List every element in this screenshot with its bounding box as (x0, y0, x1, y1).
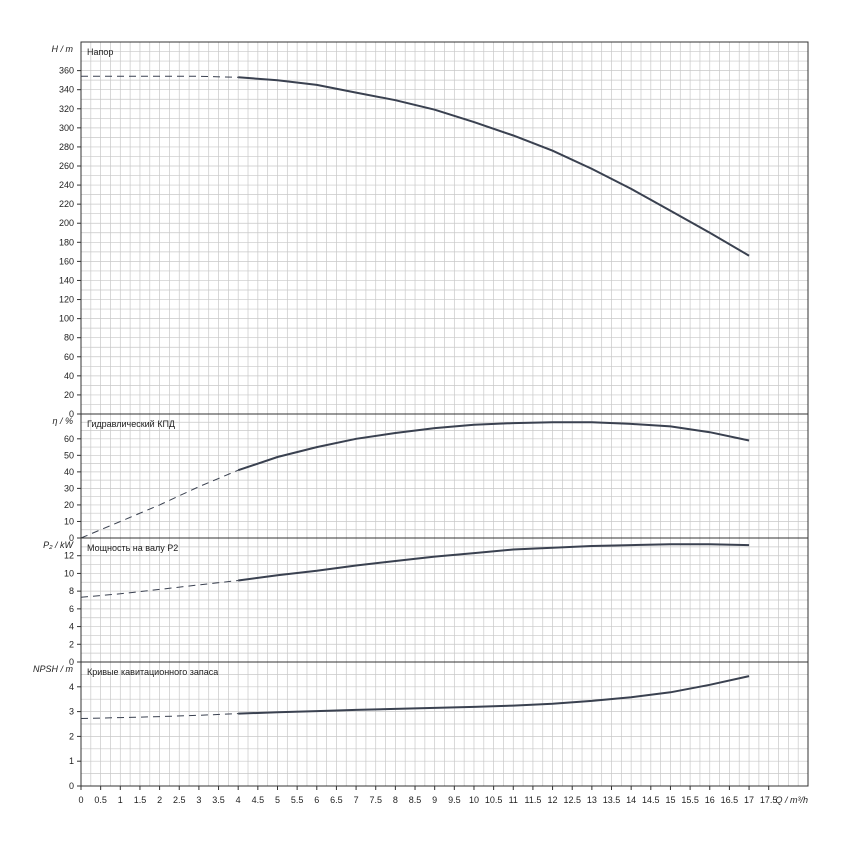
x-tick-label: 13.5 (603, 795, 621, 805)
x-tick-label: 8 (393, 795, 398, 805)
x-tick-label: 13 (587, 795, 597, 805)
curve-solid-head (238, 76, 750, 257)
x-tick-label: 9 (432, 795, 437, 805)
y-tick-label: 200 (59, 218, 74, 228)
x-tick-label: 7.5 (369, 795, 382, 805)
x-tick-label: 6 (314, 795, 319, 805)
y-tick-label: 1 (69, 756, 74, 766)
x-tick-label: 11.5 (524, 795, 541, 805)
x-tick-label: 6.5 (330, 795, 343, 805)
curve-dashed-head (81, 75, 239, 78)
y-tick-label: 10 (64, 568, 74, 578)
x-tick-label: 0 (78, 795, 83, 805)
y-tick-label: 40 (64, 467, 74, 477)
curve-dashed-efficiency (80, 469, 239, 539)
x-tick-label: 1 (118, 795, 123, 805)
x-tick-label: 14.5 (642, 795, 660, 805)
x-tick-label: 1.5 (134, 795, 147, 805)
y-tick-label: 4 (69, 622, 74, 632)
x-tick-label: 0.5 (94, 795, 107, 805)
y-tick-label: 20 (64, 390, 74, 400)
y-tick-label: 2 (69, 731, 74, 741)
panel-title-efficiency: Гидравлический КПД (87, 419, 175, 429)
x-tick-label: 12 (548, 795, 558, 805)
x-tick-label: 12.5 (563, 795, 581, 805)
y-tick-label: 80 (64, 333, 74, 343)
y-tick-label: 300 (59, 123, 74, 133)
curve-solid-npsh (238, 675, 750, 715)
x-tick-label: 10.5 (485, 795, 503, 805)
panel-title-npsh: Кривые кавитационного запаса (87, 667, 218, 677)
y-tick-label: 0 (69, 781, 74, 791)
x-tick-label: 5.5 (291, 795, 304, 805)
panel-frame-npsh (80, 661, 809, 787)
x-axis-label: Q / m³/h (775, 795, 808, 805)
y-tick-label: 3 (69, 707, 74, 717)
y-axis-label-head: H / m (52, 44, 74, 54)
x-tick-label: 7 (354, 795, 359, 805)
x-tick-label: 15.5 (681, 795, 699, 805)
curve-dashed-power (80, 580, 239, 598)
curve-solid-power (238, 543, 750, 582)
x-tick-label: 9.5 (448, 795, 461, 805)
y-tick-label: 220 (59, 199, 74, 209)
x-tick-label: 17 (744, 795, 754, 805)
x-tick-label: 11 (509, 795, 518, 805)
x-tick-label: 16 (705, 795, 715, 805)
x-tick-label: 3.5 (212, 795, 225, 805)
y-tick-label: 100 (59, 314, 74, 324)
y-tick-label: 60 (64, 352, 74, 362)
y-tick-label: 320 (59, 104, 74, 114)
y-tick-label: 4 (69, 682, 74, 692)
panel-title-power: Мощность на валу P2 (87, 543, 178, 553)
x-tick-label: 16.5 (721, 795, 739, 805)
y-tick-label: 8 (69, 586, 74, 596)
x-tick-label: 3 (196, 795, 201, 805)
y-tick-label: 20 (64, 500, 74, 510)
x-tick-label: 15 (665, 795, 675, 805)
y-tick-label: 0 (69, 533, 74, 543)
y-tick-label: 30 (64, 483, 74, 493)
y-tick-label: 260 (59, 161, 74, 171)
x-tick-label: 4.5 (252, 795, 265, 805)
y-axis-label-npsh: NPSH / m (33, 664, 74, 674)
x-tick-label: 2 (157, 795, 162, 805)
y-tick-label: 6 (69, 604, 74, 614)
y-axis-label-efficiency: η / % (52, 416, 73, 426)
y-tick-label: 240 (59, 180, 74, 190)
x-tick-label: 10 (469, 795, 479, 805)
y-tick-label: 2 (69, 639, 74, 649)
y-tick-label: 340 (59, 85, 74, 95)
y-tick-label: 50 (64, 450, 74, 460)
y-axis-label-power: P₂ / kW (43, 540, 74, 550)
y-tick-label: 12 (64, 551, 74, 561)
y-tick-label: 360 (59, 66, 74, 76)
curve-dashed-npsh (80, 713, 239, 719)
x-tick-label: 5 (275, 795, 280, 805)
x-tick-label: 2.5 (173, 795, 186, 805)
y-tick-label: 180 (59, 237, 74, 247)
y-tick-label: 0 (69, 657, 74, 667)
y-tick-label: 0 (69, 409, 74, 419)
y-tick-label: 120 (59, 295, 74, 305)
x-tick-label: 4 (236, 795, 241, 805)
y-tick-label: 280 (59, 142, 74, 152)
curve-solid-efficiency (237, 421, 750, 472)
x-tick-label: 14 (626, 795, 636, 805)
y-tick-label: 160 (59, 256, 74, 266)
y-tick-label: 40 (64, 371, 74, 381)
x-tick-label: 17.5 (760, 795, 778, 805)
y-tick-label: 60 (64, 434, 74, 444)
x-tick-label: 8.5 (409, 795, 422, 805)
panel-title-head: Напор (87, 47, 113, 57)
y-tick-label: 140 (59, 275, 74, 285)
y-tick-label: 10 (64, 516, 74, 526)
